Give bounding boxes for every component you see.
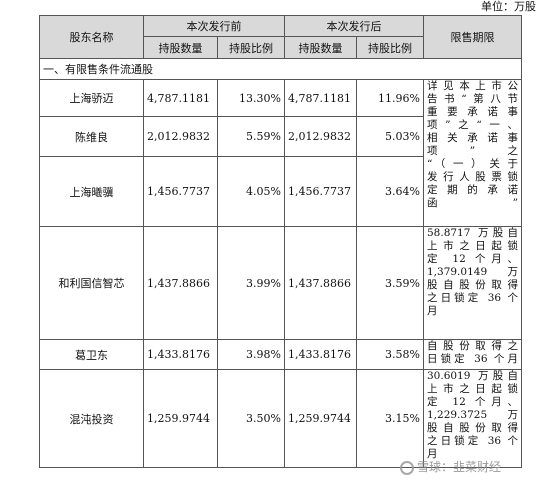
after-shares: 1,456.7737 [284, 156, 357, 227]
shareholder-name: 葛卫东 [39, 339, 144, 370]
header-before-ratio: 持股比例 [217, 36, 285, 59]
lock-note-ge: 自股份取得之 日锁定 36 个月 [423, 339, 522, 370]
header-before: 本次发行前 [143, 15, 285, 37]
table-row: 上海骄迈 4,787.1181 13.30% 4,787.1181 11.96%… [39, 79, 522, 227]
header-lock-period: 限售期限 [423, 15, 522, 59]
before-ratio: 5.59% [217, 116, 285, 157]
table-row: 和利国信智芯 1,437.8866 3.99% 1,437.8866 3.59%… [39, 226, 522, 340]
before-shares: 4,787.1181 [143, 79, 218, 117]
after-shares: 4,787.1181 [284, 79, 357, 117]
watermark-text: 雪球：韭菜财经 [417, 460, 502, 474]
before-shares: 1,456.7737 [143, 156, 218, 227]
before-ratio: 3.98% [217, 339, 285, 370]
table-row: 上海曦骥 1,456.7737 4.05% 1,456.7737 3.64% [39, 156, 522, 227]
shareholding-table: 股东名称 本次发行前 本次发行后 限售期限 持股数量 持股比例 持股数量 持股比… [39, 15, 522, 468]
shareholder-name: 混沌投资 [39, 369, 144, 468]
table-row: 混沌投资 1,259.9744 3.50% 1,259.9744 3.15% 3… [39, 369, 522, 468]
after-shares: 1,437.8866 [284, 226, 357, 340]
header-after-shares: 持股数量 [284, 36, 357, 59]
before-shares: 2,012.9832 [143, 116, 218, 157]
header-after: 本次发行后 [284, 15, 424, 37]
shareholder-name: 上海骄迈 [39, 79, 144, 117]
table-row: 陈维良 2,012.9832 5.59% 2,012.9832 5.03% [39, 116, 522, 157]
lock-note-hd: 30.6019 万股自 上市之日起锁 定 12 个月、 1,229.3725 万 股… [423, 369, 522, 468]
after-ratio: 11.96% [356, 79, 424, 117]
lock-note-hl: 58.8717 万股自 上市之日起锁 定 12 个月、 1,379.0149 万 股… [423, 226, 522, 340]
shareholder-name: 和利国信智芯 [39, 226, 144, 340]
after-shares: 1,259.9744 [284, 369, 357, 468]
before-ratio: 3.50% [217, 369, 285, 468]
section-title: 一、有限售条件流通股 [39, 58, 522, 80]
after-ratio: 3.15% [356, 369, 424, 468]
before-shares: 1,433.8176 [143, 339, 218, 370]
after-shares: 2,012.9832 [284, 116, 357, 157]
after-shares: 1,433.8176 [284, 339, 357, 370]
lock-note-group: 详见本上市公 告书“第八节 重要承诺事 项”之“一、 相关承诺事 项”之 “（一）关于… [423, 79, 522, 227]
before-shares: 1,437.8866 [143, 226, 218, 340]
before-ratio: 4.05% [217, 156, 285, 227]
header-before-shares: 持股数量 [143, 36, 218, 59]
snowball-logo-icon [400, 460, 414, 475]
after-ratio: 3.58% [356, 339, 424, 370]
shareholder-name: 上海曦骥 [39, 156, 144, 227]
watermark: 雪球：韭菜财经 [400, 458, 501, 475]
header-shareholder: 股东名称 [39, 15, 144, 59]
after-ratio: 3.64% [356, 156, 424, 227]
before-ratio: 13.30% [217, 79, 285, 117]
before-ratio: 3.99% [217, 226, 285, 340]
after-ratio: 5.03% [356, 116, 424, 157]
header-after-ratio: 持股比例 [356, 36, 424, 59]
table-row: 葛卫东 1,433.8176 3.98% 1,433.8176 3.58% 自股… [39, 339, 522, 370]
after-ratio: 3.59% [356, 226, 424, 340]
before-shares: 1,259.9744 [143, 369, 218, 468]
shareholder-name: 陈维良 [39, 116, 144, 157]
unit-label: 单位：万股 [481, 0, 536, 13]
